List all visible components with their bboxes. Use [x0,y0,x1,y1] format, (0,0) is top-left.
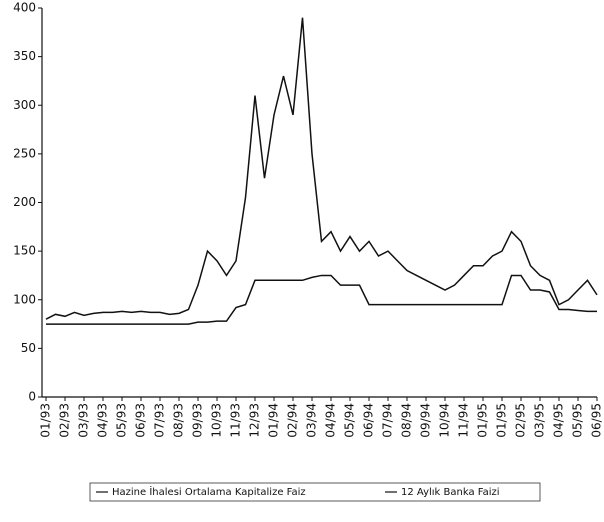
x-tick-label: 06/94 [362,403,376,438]
y-tick-label: 0 [28,390,36,404]
y-tick-label: 350 [13,49,36,63]
x-tick-label: 11/94 [457,403,471,438]
y-tick-label: 150 [13,244,36,258]
x-tick-label: 11/93 [229,403,243,438]
x-tick-label: 04/94 [324,403,338,438]
y-tick-label: 300 [13,98,36,112]
series-line [46,274,597,325]
x-tick-label: 07/94 [381,403,395,438]
x-tick-label: 03/94 [305,403,319,438]
x-tick-label: 08/93 [172,403,186,438]
x-tick-label: 02/94 [286,403,300,438]
x-tick-label: 05/93 [115,403,129,438]
x-tick-label: 10/93 [210,403,224,438]
y-tick-label: 50 [21,341,36,355]
x-tick-label: 09/94 [419,403,433,438]
x-tick-label: 04/95 [552,403,566,438]
x-tick-label: 01/93 [39,403,53,438]
x-tick-label: 08/94 [400,403,414,438]
x-tick-label: 03/93 [77,403,91,438]
legend-label: Hazine İhalesi Ortalama Kapitalize Faiz [112,485,306,498]
x-tick-label: 10/94 [438,403,452,438]
x-tick-label: 06/93 [134,403,148,438]
y-tick-label: 250 [13,146,36,160]
y-tick-label: 100 [13,292,36,306]
legend-label: 12 Aylık Banka Faizi [401,487,500,498]
y-tick-label: 400 [13,1,36,15]
x-tick-label: 01/95 [495,403,509,438]
x-tick-label: 09/93 [191,403,205,438]
x-tick-label: 01/95 [476,403,490,438]
x-tick-label: 04/93 [96,403,110,438]
x-tick-label: 07/93 [153,403,167,438]
x-tick-label: 01/94 [267,403,281,438]
series-line [45,17,598,320]
x-tick-label: 06/95 [590,403,604,438]
x-tick-label: 05/94 [343,403,357,438]
y-tick-label: 200 [13,195,36,209]
x-tick-label: 05/95 [571,403,585,438]
x-tick-label: 03/95 [533,403,547,438]
legend-box [89,482,541,502]
x-tick-label: 02/93 [58,403,72,438]
x-tick-label: 02/95 [514,403,528,438]
x-tick-label: 12/93 [248,403,262,438]
